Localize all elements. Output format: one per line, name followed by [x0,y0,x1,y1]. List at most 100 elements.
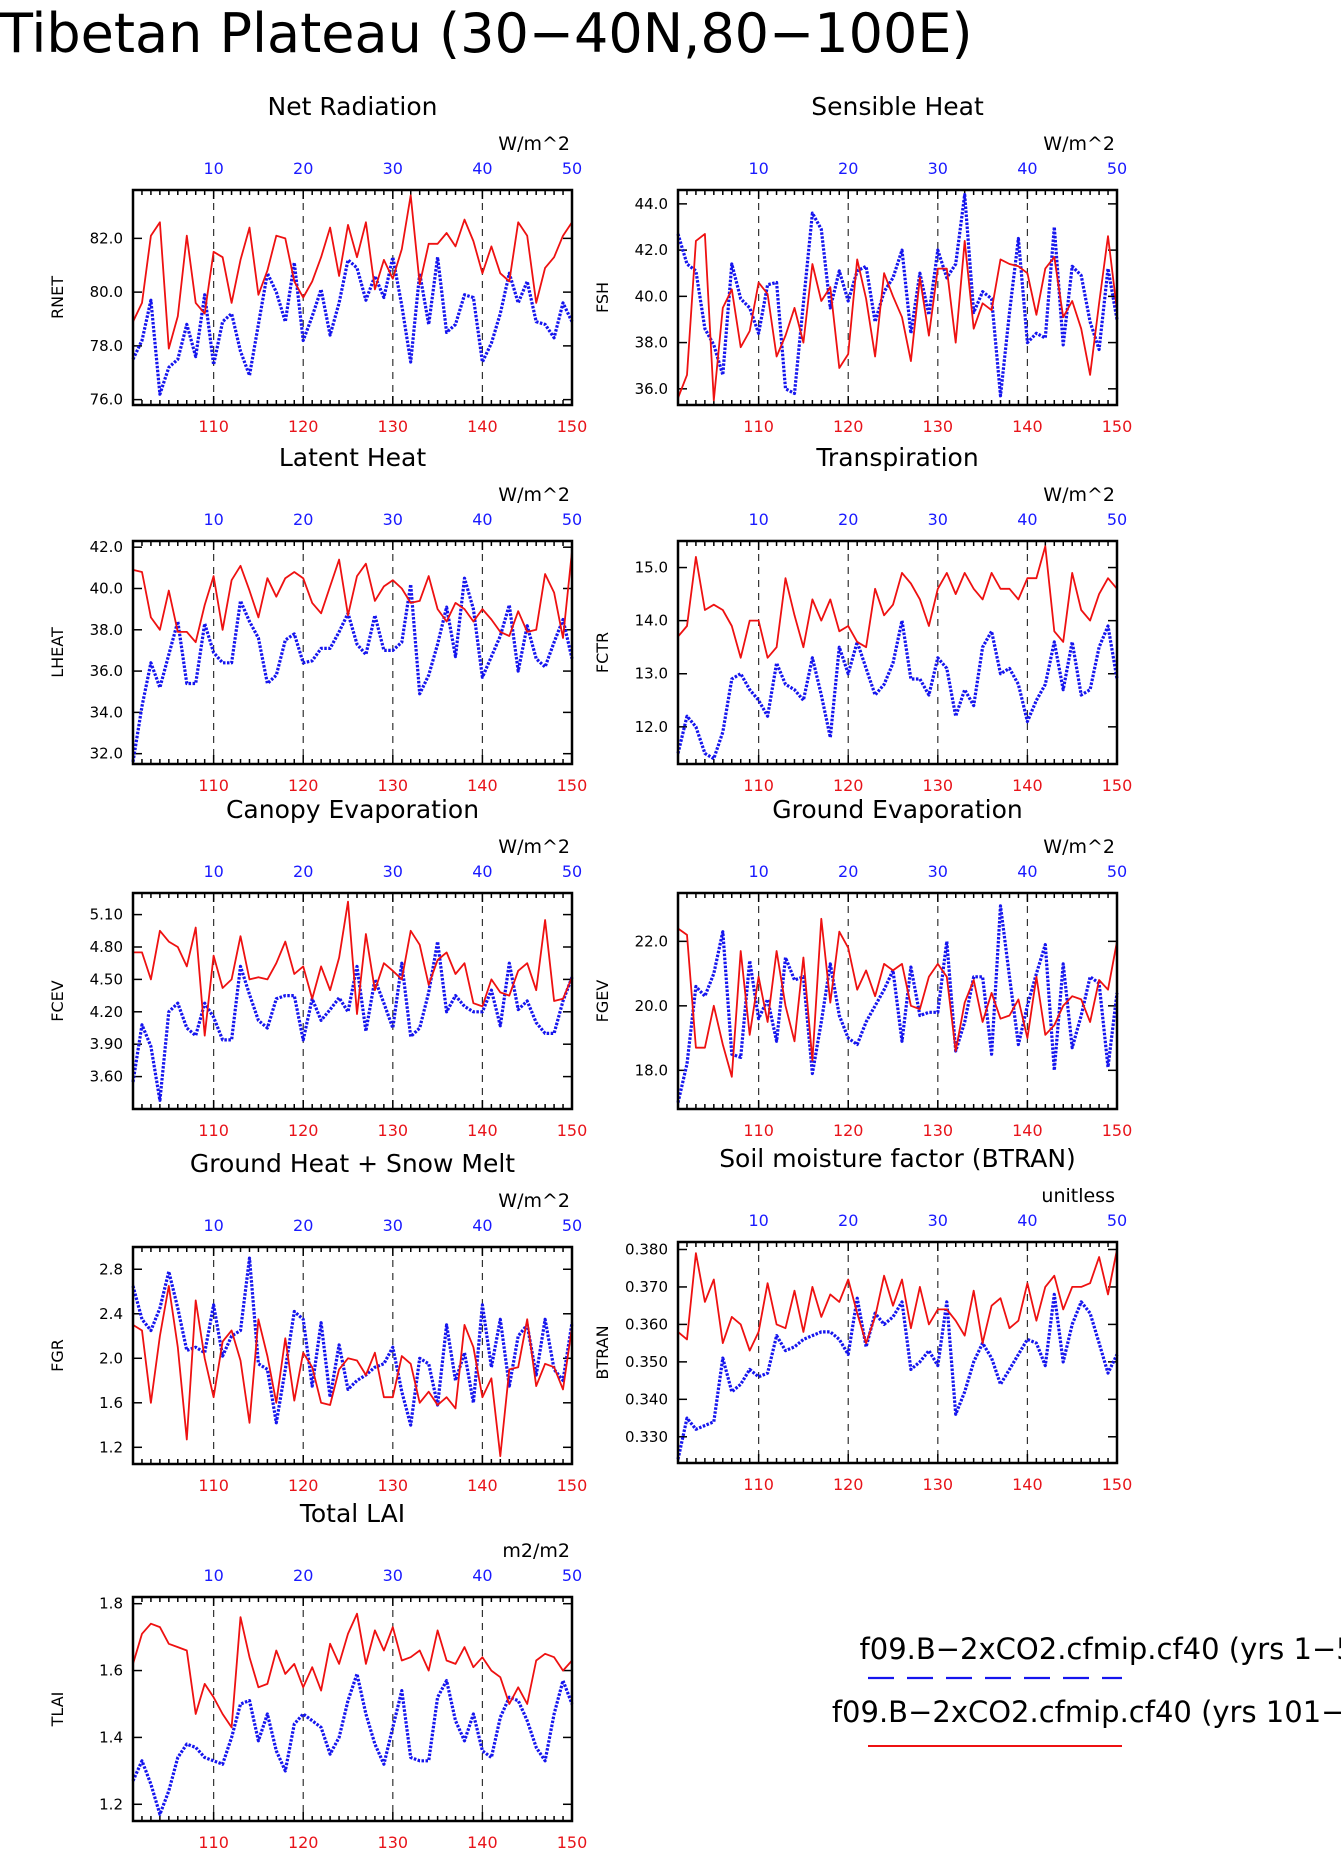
bottom-tick-label: 130 [378,417,409,436]
y-tick-label: 4.20 [90,1003,123,1021]
plot-frame [131,1595,574,1823]
y-axis-label: FGR [48,1339,67,1372]
bottom-tick-label: 140 [467,1121,498,1140]
y-tick-label: 22.0 [635,932,668,950]
y-axis-label: LHEAT [48,627,67,678]
panel-canopy-evaporation: Canopy Evaporation W/m^2 10 20 30 40 50 110 120 1… [48,795,587,1140]
panel-title: Soil moisture factor (BTRAN) [719,1144,1076,1173]
top-tick-label: 30 [383,862,403,881]
top-tick-label: 40 [472,1566,492,1585]
bottom-tick-label: 110 [198,776,229,795]
bottom-tick-label: 110 [743,776,774,795]
top-tick-label: 10 [748,862,768,881]
y-tick-label: 0.350 [625,1353,668,1371]
top-tick-label: 10 [203,1216,223,1235]
bottom-tick-label: 130 [923,1475,954,1494]
top-tick-label: 30 [383,1216,403,1235]
top-tick-label: 40 [1017,159,1037,178]
series-line-yrs-1-50 [676,1292,1119,1460]
y-tick-label: 0.380 [625,1240,668,1258]
panel-title: Total LAI [299,1499,405,1528]
top-tick-label: 20 [838,510,858,529]
units-label: W/m^2 [498,484,570,506]
y-tick-label: 2.8 [99,1260,123,1278]
plot-frame [676,188,1119,407]
top-tick-label: 10 [203,1566,223,1585]
top-tick-label: 50 [1107,510,1127,529]
y-tick-label: 1.6 [99,1662,123,1680]
top-tick-label: 40 [472,862,492,881]
y-tick-label: 78.0 [90,337,123,355]
panel-latent-heat: Latent Heat W/m^2 10 20 30 40 50 110 120 130 140 15… [48,443,587,795]
panel-title: Net Radiation [268,92,438,121]
bottom-tick-label: 110 [198,1833,229,1849]
y-axis-label: FSH [593,282,612,313]
y-tick-label: 42.0 [635,241,668,259]
bottom-tick-label: 120 [288,417,319,436]
bottom-tick-label: 110 [743,1121,774,1140]
units-label: m2/m2 [502,1540,570,1562]
series-line-yrs-101-150 [677,232,1118,402]
top-tick-label: 20 [293,862,313,881]
y-tick-label: 42.0 [90,538,123,556]
y-tick-label: 36.0 [90,662,123,680]
y-tick-label: 1.6 [99,1394,123,1412]
top-tick-label: 50 [1107,159,1127,178]
y-tick-label: 40.0 [90,579,123,597]
bottom-tick-label: 140 [1012,776,1043,795]
top-tick-label: 30 [928,862,948,881]
units-label: W/m^2 [1043,836,1115,858]
bottom-tick-label: 120 [288,1476,319,1495]
y-tick-label: 12.0 [635,718,668,736]
plot-frame [676,891,1119,1111]
legend-label-late: f09.B−2xCO2.cfmip.cf40 (yrs 101−150) [832,1695,1341,1729]
top-tick-label: 10 [748,159,768,178]
y-tick-label: 38.0 [90,621,123,639]
y-tick-label: 1.2 [99,1438,123,1456]
bottom-tick-label: 140 [467,776,498,795]
bottom-tick-label: 150 [1102,1475,1133,1494]
panels-group: Net Radiation W/m^2 10 20 30 40 50 110 120 130 140… [48,92,1132,1849]
top-tick-label: 50 [1107,1211,1127,1230]
top-tick-label: 30 [928,159,948,178]
bottom-tick-label: 150 [1102,1121,1133,1140]
top-tick-label: 10 [748,1211,768,1230]
plot-frame [131,188,574,407]
top-tick-label: 10 [203,862,223,881]
top-tick-label: 20 [293,1216,313,1235]
top-tick-label: 10 [203,510,223,529]
top-tick-label: 30 [928,510,948,529]
top-tick-label: 20 [838,159,858,178]
top-tick-label: 40 [472,1216,492,1235]
bottom-tick-label: 130 [923,776,954,795]
y-tick-label: 82.0 [90,229,123,247]
top-tick-label: 40 [1017,510,1037,529]
series-line-yrs-101-150 [132,1285,573,1458]
series-line-yrs-1-50 [676,193,1119,398]
panel-transpiration: Transpiration W/m^2 10 20 30 40 50 110 120 130 140… [593,443,1132,795]
bottom-tick-label: 140 [1012,417,1043,436]
plot-frame [676,1240,1119,1465]
series-line-yrs-101-150 [132,1612,573,1729]
plot-frame [131,891,574,1111]
series-line-yrs-1-50 [131,1672,574,1816]
top-tick-label: 40 [1017,862,1037,881]
panel-title: Latent Heat [279,443,427,472]
bottom-tick-label: 130 [378,1121,409,1140]
y-tick-label: 32.0 [90,745,123,763]
units-label: W/m^2 [498,133,570,155]
y-tick-label: 3.90 [90,1035,123,1053]
y-tick-label: 15.0 [635,559,668,577]
y-tick-label: 5.10 [90,906,123,924]
bottom-tick-label: 140 [467,1476,498,1495]
y-tick-label: 13.0 [635,665,668,683]
units-label: W/m^2 [498,1190,570,1212]
y-tick-label: 20.0 [635,997,668,1015]
top-tick-label: 40 [472,510,492,529]
y-axis-label: FGEV [593,980,612,1023]
bottom-tick-label: 110 [743,417,774,436]
y-tick-label: 38.0 [635,334,668,352]
bottom-tick-label: 120 [288,776,319,795]
series-line-yrs-1-50 [676,618,1119,761]
